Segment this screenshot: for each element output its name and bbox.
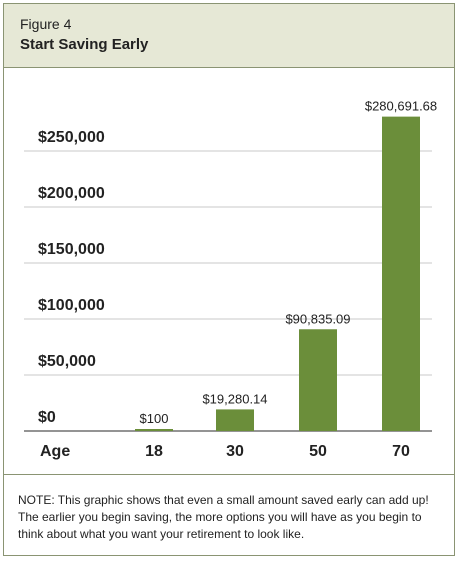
figure-frame: Figure 4 Start Saving Early $0 $50,000 $10… xyxy=(3,3,455,556)
bar xyxy=(382,116,420,432)
figure-label: Figure 4 xyxy=(20,16,72,32)
data-label: $100 xyxy=(140,411,169,426)
x-tick-label: 30 xyxy=(226,443,244,460)
note-text: NOTE: This graphic shows that even a sma… xyxy=(18,493,429,541)
note-divider xyxy=(4,474,454,475)
bar xyxy=(135,429,173,431)
bar xyxy=(299,329,337,431)
y-tick-label: $200,000 xyxy=(38,185,105,202)
bar-chart: $0 $50,000 $100,000 $150,000 $200,000 $250,00… xyxy=(24,99,437,460)
x-tick-label: 70 xyxy=(392,443,410,460)
x-tick-label: 18 xyxy=(145,443,163,460)
figure-header: Figure 4 Start Saving Early xyxy=(4,4,454,68)
y-tick-label: $250,000 xyxy=(38,129,105,146)
x-axis-label: Age xyxy=(40,443,70,460)
data-label: $19,280.14 xyxy=(202,391,267,406)
bar xyxy=(216,409,254,431)
data-label: $280,691.68 xyxy=(365,99,437,114)
figure-title: Start Saving Early xyxy=(20,36,149,53)
y-tick-label: $100,000 xyxy=(38,297,105,314)
y-tick-label: $150,000 xyxy=(38,241,105,258)
y-tick-label: $0 xyxy=(38,409,56,426)
y-tick-label: $50,000 xyxy=(38,353,96,370)
x-tick-label: 50 xyxy=(309,443,327,460)
data-label: $90,835.09 xyxy=(285,311,350,326)
